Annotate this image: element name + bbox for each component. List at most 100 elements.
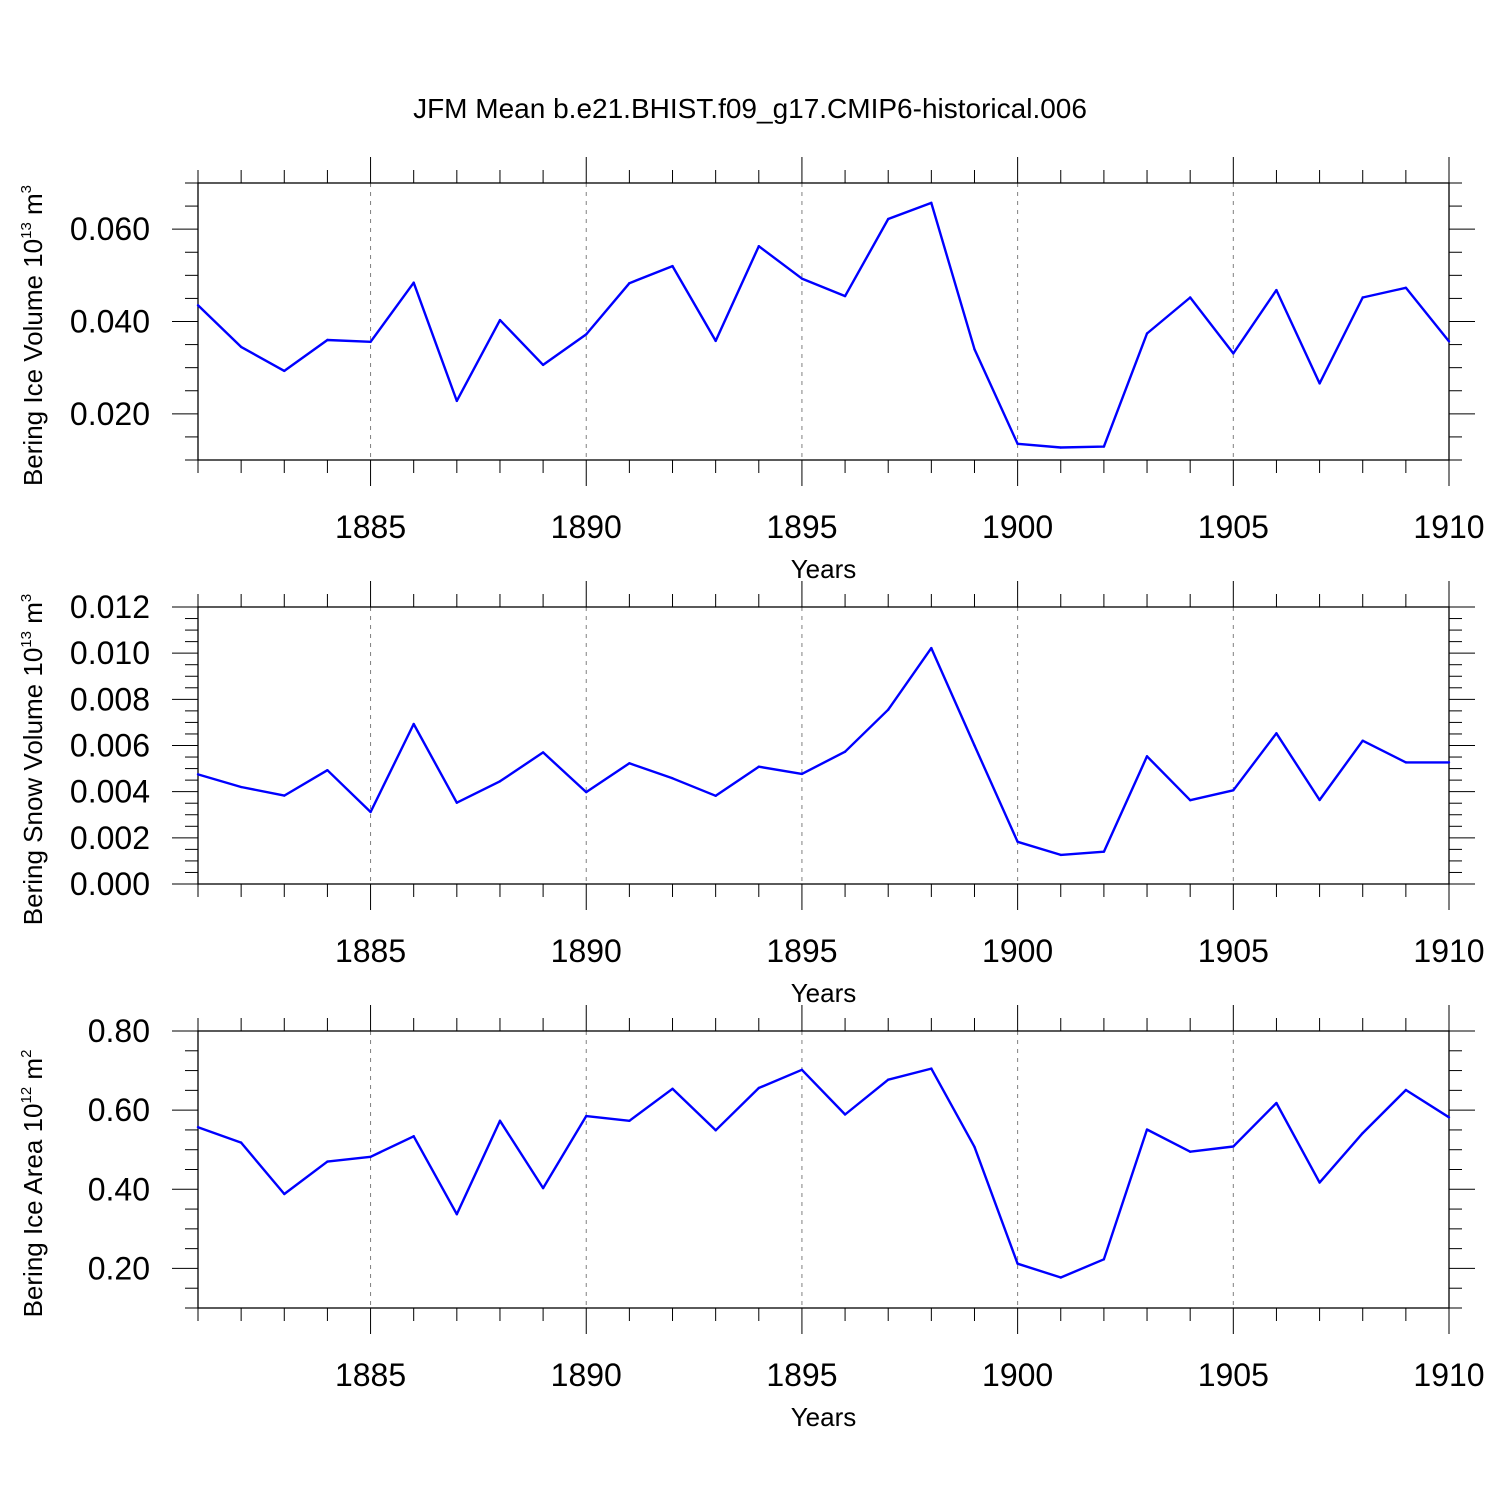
data-point xyxy=(1318,382,1321,385)
data-point xyxy=(1447,1116,1451,1119)
y-tick-label: 0.40 xyxy=(88,1171,150,1207)
x-tick-label: 1895 xyxy=(766,1357,837,1393)
x-tick-label: 1895 xyxy=(766,933,837,969)
y-axis-label-part: Bering Ice Area 10 xyxy=(18,1104,48,1318)
data-point xyxy=(1361,296,1364,299)
data-point xyxy=(1188,799,1192,802)
data-point xyxy=(1145,1128,1149,1131)
x-tick-label: 1900 xyxy=(982,509,1053,545)
data-point xyxy=(541,363,545,367)
y-axis-label-part: 2 xyxy=(18,1050,35,1058)
data-point xyxy=(1361,739,1364,742)
series-line-ice-volume xyxy=(197,201,1450,449)
data-point xyxy=(671,1087,674,1090)
data-point xyxy=(369,340,372,344)
plot-frame xyxy=(197,606,1450,885)
panel-ice-area: 0.20 0.40 0.60 0.80 1885 1890 1895 1900 1905 1910… xyxy=(18,1005,1485,1432)
y-tick-label: 0.006 xyxy=(70,728,150,764)
x-tick-label: 1900 xyxy=(982,933,1053,969)
data-point xyxy=(887,1078,890,1081)
data-point xyxy=(843,750,847,753)
data-point xyxy=(1145,755,1149,758)
data-point xyxy=(714,794,717,798)
data-point xyxy=(628,1119,631,1123)
data-point xyxy=(455,1213,459,1216)
data-point xyxy=(843,1113,847,1116)
data-point xyxy=(1059,853,1062,857)
y-tick-label: 0.008 xyxy=(70,681,150,717)
data-point xyxy=(1447,761,1451,764)
data-point xyxy=(239,345,243,349)
data-point xyxy=(843,294,847,298)
figure-title: JFM Mean b.e21.BHIST.f09_g17.CMIP6-histo… xyxy=(413,93,1087,124)
data-point xyxy=(1404,761,1408,764)
data-point xyxy=(930,201,933,205)
data-point xyxy=(1016,840,1019,843)
data-point xyxy=(1275,288,1278,292)
y-tick-label: 0.060 xyxy=(70,211,150,247)
data-point xyxy=(757,245,760,248)
y-tick-label: 0.80 xyxy=(88,1013,150,1049)
data-point xyxy=(1318,1181,1321,1184)
panel-snow-volume: 0.000 0.002 0.004 0.006 0.008 0.010 0.012 1885 1… xyxy=(18,581,1485,1008)
data-point xyxy=(196,1125,200,1129)
y-tick-label: 0.60 xyxy=(88,1092,150,1128)
x-axis-label: Years xyxy=(791,978,857,1008)
data-point xyxy=(1059,1276,1062,1279)
data-point xyxy=(326,1160,329,1163)
x-tick-label: 1885 xyxy=(335,509,406,545)
y-axis-label-part: m xyxy=(18,193,48,222)
data-point xyxy=(1059,446,1062,449)
data-point xyxy=(973,744,976,747)
data-point xyxy=(973,348,976,351)
data-point xyxy=(541,1186,545,1190)
plot-frame xyxy=(197,1030,1450,1309)
y-axis-label: Bering Snow Volume 1013 m3 xyxy=(18,594,48,925)
data-point xyxy=(585,790,588,794)
data-point xyxy=(196,304,200,307)
data-point xyxy=(283,369,286,373)
x-tick-label: 1895 xyxy=(766,509,837,545)
series-line-ice-area xyxy=(197,1067,1450,1279)
data-point xyxy=(1232,1145,1235,1148)
data-point xyxy=(628,762,631,765)
data-point xyxy=(498,780,502,783)
x-tick-label: 1910 xyxy=(1413,933,1484,969)
data-point xyxy=(714,1129,717,1132)
y-axis-label-part: 13 xyxy=(18,631,35,648)
data-point xyxy=(412,1135,415,1138)
data-point xyxy=(455,399,459,403)
data-point xyxy=(800,772,804,776)
data-point xyxy=(800,277,804,280)
x-tick-label: 1900 xyxy=(982,1357,1053,1393)
data-point xyxy=(1404,286,1408,289)
series-line-snow-volume xyxy=(197,646,1449,857)
x-axis-label: Years xyxy=(791,1402,857,1432)
x-tick-label: 1890 xyxy=(551,933,622,969)
data-point xyxy=(1102,445,1106,448)
data-point xyxy=(369,1155,372,1159)
y-tick-label: 0.040 xyxy=(70,304,150,340)
data-point xyxy=(326,338,329,342)
y-tick-label: 0.000 xyxy=(70,866,150,902)
y-axis-label-part: 12 xyxy=(18,1087,35,1104)
data-point xyxy=(1318,798,1321,802)
data-point xyxy=(757,1086,760,1090)
data-point xyxy=(498,318,502,322)
data-point xyxy=(585,1114,588,1118)
data-point xyxy=(1102,1258,1106,1261)
x-tick-label: 1885 xyxy=(335,1357,406,1393)
y-tick-label: 0.012 xyxy=(70,589,150,625)
data-point xyxy=(930,1067,933,1070)
data-point xyxy=(1447,340,1451,343)
data-point xyxy=(628,281,631,285)
data-point xyxy=(585,333,588,336)
y-axis-label-part: m xyxy=(18,602,48,631)
y-axis-label-part: 3 xyxy=(18,594,35,602)
y-axis-label-part: Bering Snow Volume 10 xyxy=(18,648,48,926)
x-tick-label: 1885 xyxy=(335,933,406,969)
data-point xyxy=(498,1119,502,1123)
data-point xyxy=(326,768,329,772)
data-point xyxy=(541,751,545,754)
